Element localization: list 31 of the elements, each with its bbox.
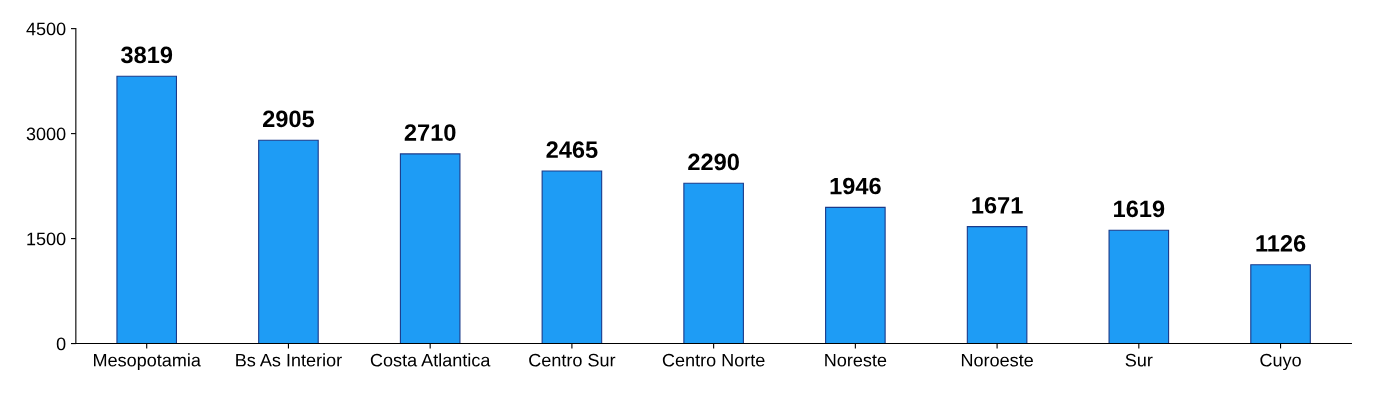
x-tick-label: Cuyo xyxy=(1260,353,1301,371)
bar xyxy=(258,139,319,344)
x-tick-label: Costa Atlantica xyxy=(370,353,491,367)
x-tick-label: Bs As Interior xyxy=(236,353,342,367)
bar xyxy=(1250,264,1311,344)
y-tick-label: 4500 xyxy=(26,22,66,36)
x-tick-label: Noreste xyxy=(825,353,887,367)
x-tick-label: Centro Sur xyxy=(529,353,616,367)
y-tick-label: 3000 xyxy=(26,127,66,141)
bar xyxy=(1108,229,1170,344)
data-label: 2905 xyxy=(263,110,315,128)
data-label: 2465 xyxy=(546,141,598,159)
bar xyxy=(966,226,1028,344)
bar xyxy=(541,170,603,344)
y-tick-label: 1500 xyxy=(27,232,66,246)
data-label: 2710 xyxy=(404,124,456,141)
bar xyxy=(116,75,178,344)
bar xyxy=(825,206,886,344)
x-tick-label: Centro Norte xyxy=(662,353,765,367)
data-label: 2290 xyxy=(688,153,739,171)
x-tick-label: Mesopotamia xyxy=(94,353,201,371)
bar xyxy=(683,182,744,344)
data-label: 1671 xyxy=(972,196,1023,214)
x-tick-label: Noroeste xyxy=(961,353,1033,367)
data-label: 1619 xyxy=(1114,200,1165,218)
bar xyxy=(399,153,461,344)
y-tick-label: 0 xyxy=(56,337,66,351)
data-label: 1946 xyxy=(830,177,881,195)
data-label: 3819 xyxy=(120,46,173,64)
data-label: 1126 xyxy=(1256,235,1306,252)
x-tick-label: Sur xyxy=(1125,353,1153,367)
